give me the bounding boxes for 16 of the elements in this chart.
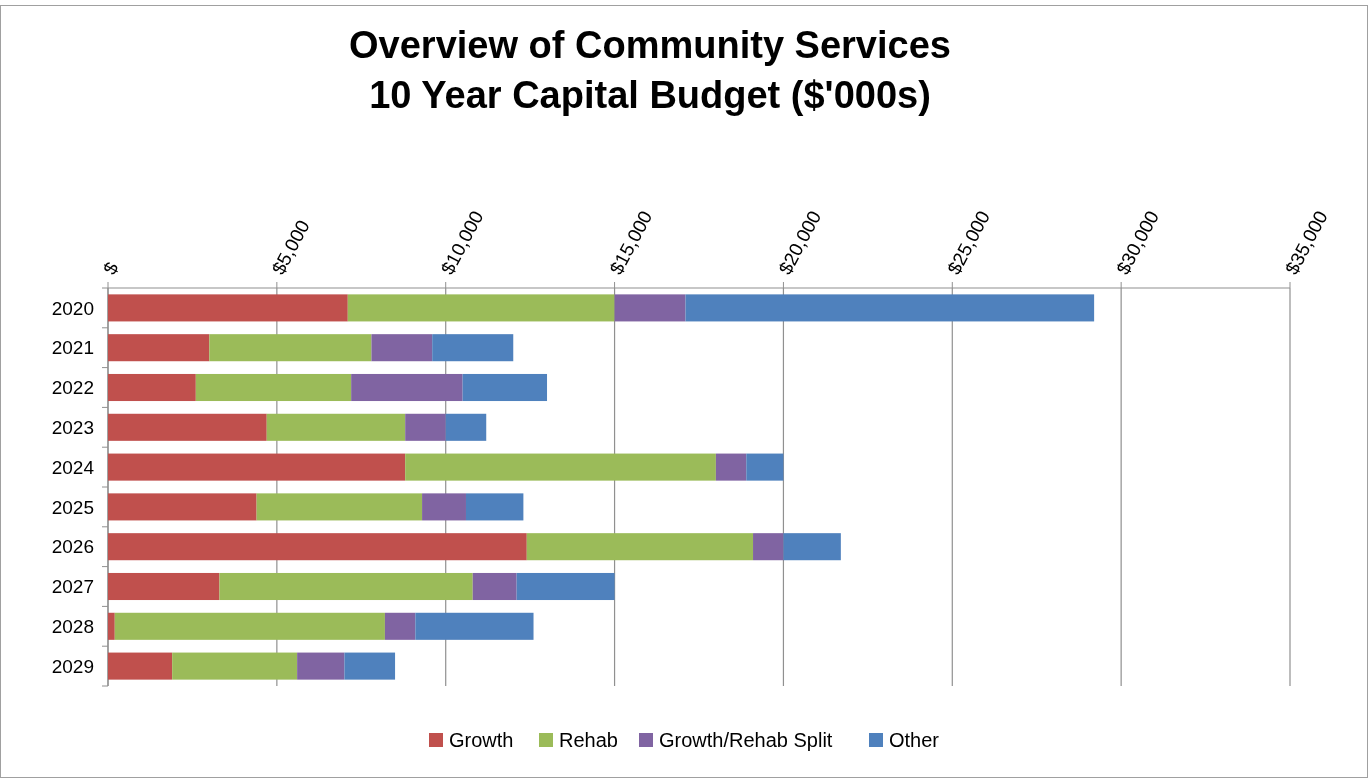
x-tick-label: $ (98, 258, 123, 278)
legend-label: Rehab (559, 729, 618, 751)
chart-title: Overview of Community Services 10 Year Capital Budget ($'000s) (349, 24, 951, 116)
legend-label: Other (889, 729, 940, 751)
y-tick-label: 2027 (51, 576, 94, 598)
y-tick-label: 2025 (51, 496, 94, 518)
legend-label: Growth/Rehab Split (659, 729, 833, 751)
y-tick-label: 2024 (51, 456, 95, 478)
y-tick-label: 2023 (51, 416, 94, 438)
y-tick-label: 2029 (51, 655, 94, 677)
y-tick-label: 2026 (51, 536, 94, 558)
y-tick-label: 2021 (51, 337, 94, 359)
legend-label: Growth (449, 729, 514, 751)
y-tick-label: 2028 (51, 615, 94, 637)
y-tick-label: 2020 (51, 297, 94, 319)
y-tick-label: 2022 (51, 377, 94, 399)
